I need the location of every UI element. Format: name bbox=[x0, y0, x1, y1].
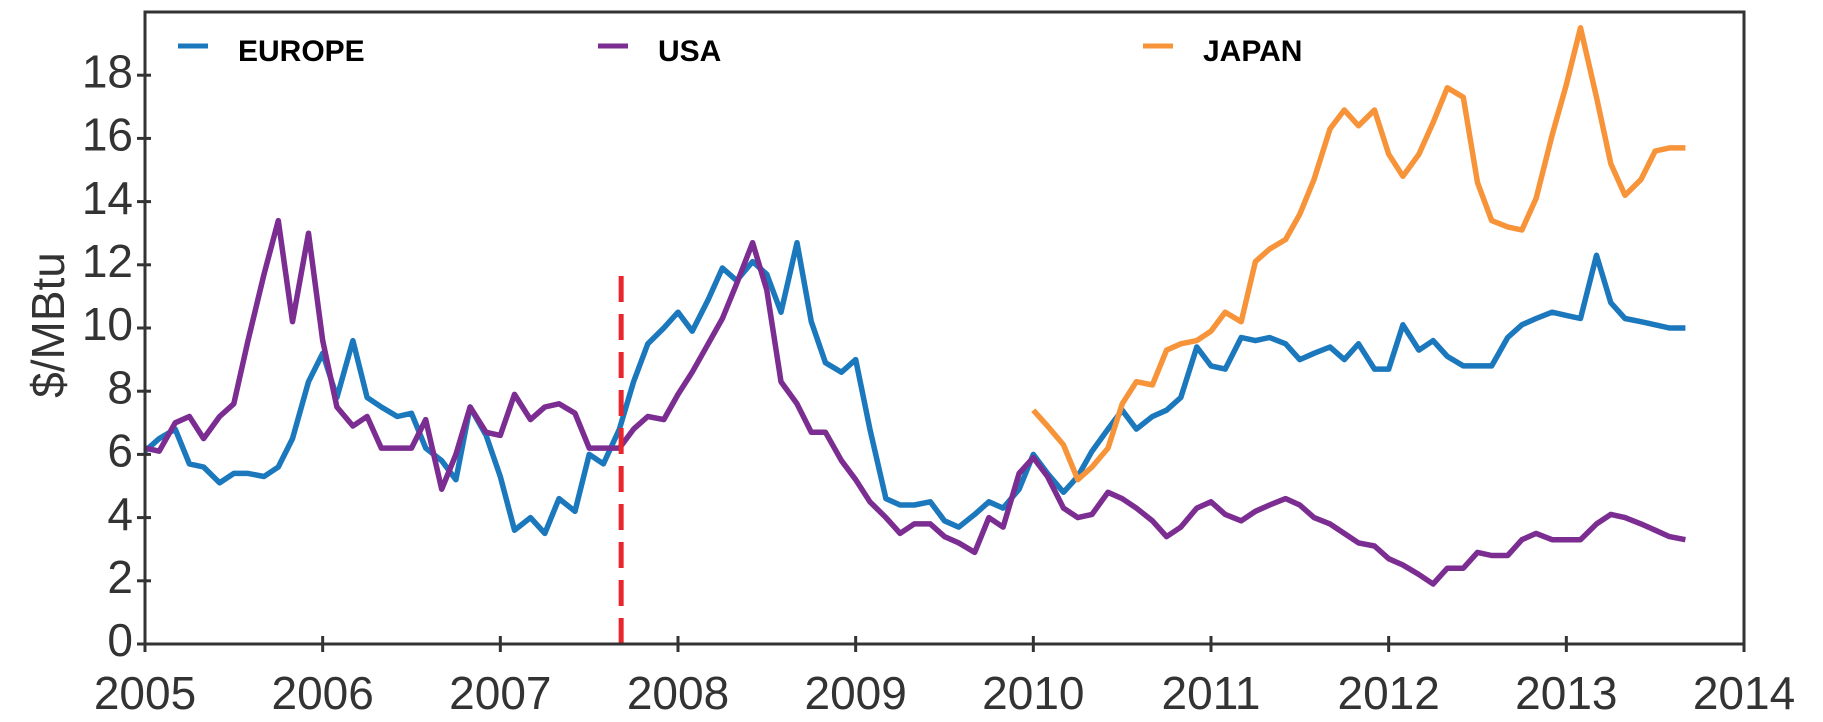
y-tick-label: 10 bbox=[82, 298, 133, 350]
x-tick-label: 2007 bbox=[449, 667, 551, 719]
y-tick-label: 0 bbox=[107, 614, 133, 666]
series-line bbox=[143, 239, 1686, 537]
series-line bbox=[144, 217, 1686, 587]
x-tick-label: 2009 bbox=[804, 667, 906, 719]
y-axis-label: $/MBtu bbox=[22, 252, 74, 398]
x-tick-label: 2008 bbox=[627, 667, 729, 719]
legend-label: EUROPE bbox=[238, 35, 365, 68]
x-tick-label: 2012 bbox=[1337, 667, 1439, 719]
y-tick-label: 6 bbox=[107, 425, 133, 477]
legend-label: USA bbox=[658, 35, 721, 68]
y-tick-label: 4 bbox=[107, 488, 133, 540]
x-tick-label: 2014 bbox=[1693, 667, 1795, 719]
y-tick-label: 14 bbox=[82, 172, 133, 224]
y-tick-label: 2 bbox=[107, 551, 133, 603]
y-tick-label: 8 bbox=[107, 361, 133, 413]
x-tick-label: 2013 bbox=[1515, 667, 1617, 719]
plot-frame bbox=[143, 10, 1746, 646]
y-tick-label: 12 bbox=[82, 235, 133, 287]
y-tick-label: 16 bbox=[82, 109, 133, 161]
x-tick-label: 2010 bbox=[982, 667, 1084, 719]
series-line bbox=[1031, 25, 1686, 483]
x-tick-label: 2006 bbox=[271, 667, 373, 719]
x-tick-label: 2011 bbox=[1162, 667, 1261, 719]
legend-label: JAPAN bbox=[1203, 35, 1302, 68]
x-tick-label: 2005 bbox=[94, 667, 196, 719]
y-tick-label: 18 bbox=[82, 45, 133, 97]
